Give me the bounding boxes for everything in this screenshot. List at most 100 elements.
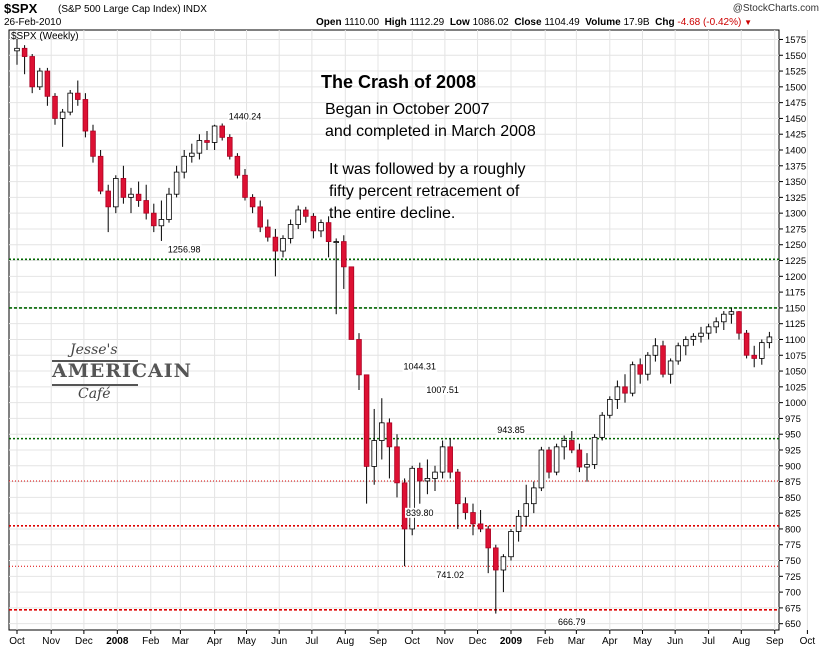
x-tick-label: Aug: [336, 636, 354, 647]
y-tick-label: 800: [785, 524, 801, 535]
y-tick-label: 1050: [785, 367, 806, 378]
y-tick-label: 1275: [785, 224, 806, 235]
candle-body: [356, 339, 362, 376]
logo-text: Jesse's: [70, 342, 118, 358]
candle-body: [211, 125, 218, 143]
price-label-background: [166, 244, 202, 255]
candle-body: [660, 345, 666, 375]
open-value: 1110.00: [344, 17, 380, 28]
candle-body: [234, 155, 241, 176]
candle-body: [629, 364, 636, 394]
candle-body: [675, 345, 681, 362]
y-tick-label: 1225: [785, 256, 806, 267]
y-tick-label: 675: [785, 603, 801, 614]
y-tick-label: 775: [785, 540, 801, 551]
close-label: Close: [514, 17, 542, 28]
x-tick-label: Oct: [404, 636, 420, 647]
chart-index-name: (S&P 500 Large Cap Index): [58, 4, 181, 15]
y-tick-label: 900: [785, 461, 801, 472]
high-value: 1112.29: [409, 17, 445, 28]
logo-rule: [52, 360, 138, 362]
candle-body: [295, 209, 301, 225]
candle-body: [569, 440, 575, 451]
y-tick-label: 1175: [785, 288, 805, 299]
copyright[interactable]: @StockCharts.com: [732, 3, 819, 14]
x-tick-label: Jul: [305, 636, 318, 647]
candle-body: [128, 193, 134, 198]
candle-body: [721, 313, 727, 323]
candle-body: [447, 446, 453, 473]
candle-body: [645, 354, 651, 375]
candle-body: [561, 440, 567, 448]
volume-label: Volume: [585, 17, 621, 28]
candle-body: [181, 155, 187, 173]
candle-body: [21, 47, 28, 57]
candle-body: [318, 222, 324, 232]
price-label-background: [425, 384, 460, 395]
candle-body: [135, 193, 142, 201]
candle-body: [401, 482, 408, 530]
open-label: Open: [316, 17, 342, 28]
candle-body: [637, 364, 643, 375]
y-tick-label: 750: [785, 556, 801, 567]
price-label: 1440.24: [229, 112, 262, 122]
candle-body: [227, 136, 233, 157]
x-tick-label: Jun: [667, 636, 683, 647]
y-tick-label: 1475: [785, 98, 806, 109]
candle-body: [553, 446, 560, 473]
candle-body: [576, 449, 583, 468]
chg-value: -4.68 (-0.42%): [677, 17, 742, 28]
x-tick-label: Mar: [568, 636, 586, 647]
candle-body: [363, 374, 370, 467]
candle-body: [728, 311, 735, 315]
candle-body: [196, 140, 203, 154]
candle-body: [82, 99, 89, 132]
candle-body: [462, 503, 469, 513]
candle-body: [287, 224, 294, 239]
candle-body: [371, 440, 377, 467]
candle-body: [538, 449, 545, 489]
annotation-line: the entire decline.: [329, 205, 456, 222]
y-tick-label: 925: [785, 446, 801, 457]
price-label: 943.85: [497, 425, 525, 435]
candle-body: [105, 190, 111, 208]
y-tick-label: 950: [785, 430, 801, 441]
x-tick-label: Sep: [369, 636, 387, 647]
y-tick-label: 975: [785, 414, 801, 425]
y-tick-label: 650: [785, 619, 801, 630]
candle-body: [698, 332, 704, 337]
candle-body: [143, 200, 149, 214]
candle-body: [607, 399, 613, 416]
candle-body: [333, 241, 339, 243]
candle-body: [325, 222, 332, 242]
candle-body: [310, 215, 317, 232]
y-tick-label: 850: [785, 493, 801, 504]
annotation-title: The Crash of 2008: [321, 72, 477, 92]
price-label-background: [405, 507, 435, 518]
candle-body: [204, 140, 210, 143]
candle-body: [667, 360, 674, 375]
plot-frame: [8, 29, 780, 631]
y-tick-label: 1075: [785, 351, 806, 362]
y-tick-label: 1400: [785, 146, 806, 157]
candle-body: [690, 335, 697, 340]
x-tick-label: May: [237, 636, 256, 647]
y-tick-label: 1325: [785, 193, 806, 204]
x-tick-label: Oct: [800, 636, 816, 647]
price-label-background: [227, 111, 263, 122]
candle-body: [120, 178, 127, 198]
candle-body: [29, 56, 35, 88]
candle-body: [303, 209, 309, 217]
candle-body: [272, 236, 279, 252]
candle-body: [173, 171, 180, 195]
candle-body: [341, 241, 347, 268]
price-label: 1007.51: [426, 385, 459, 395]
candle-body: [743, 332, 750, 356]
y-tick-label: 875: [785, 477, 801, 488]
candle-body: [622, 386, 628, 394]
volume-value: 17.9B: [623, 17, 650, 28]
candle-body: [546, 449, 552, 473]
y-tick-label: 1375: [785, 161, 806, 172]
candle-body: [394, 446, 400, 484]
